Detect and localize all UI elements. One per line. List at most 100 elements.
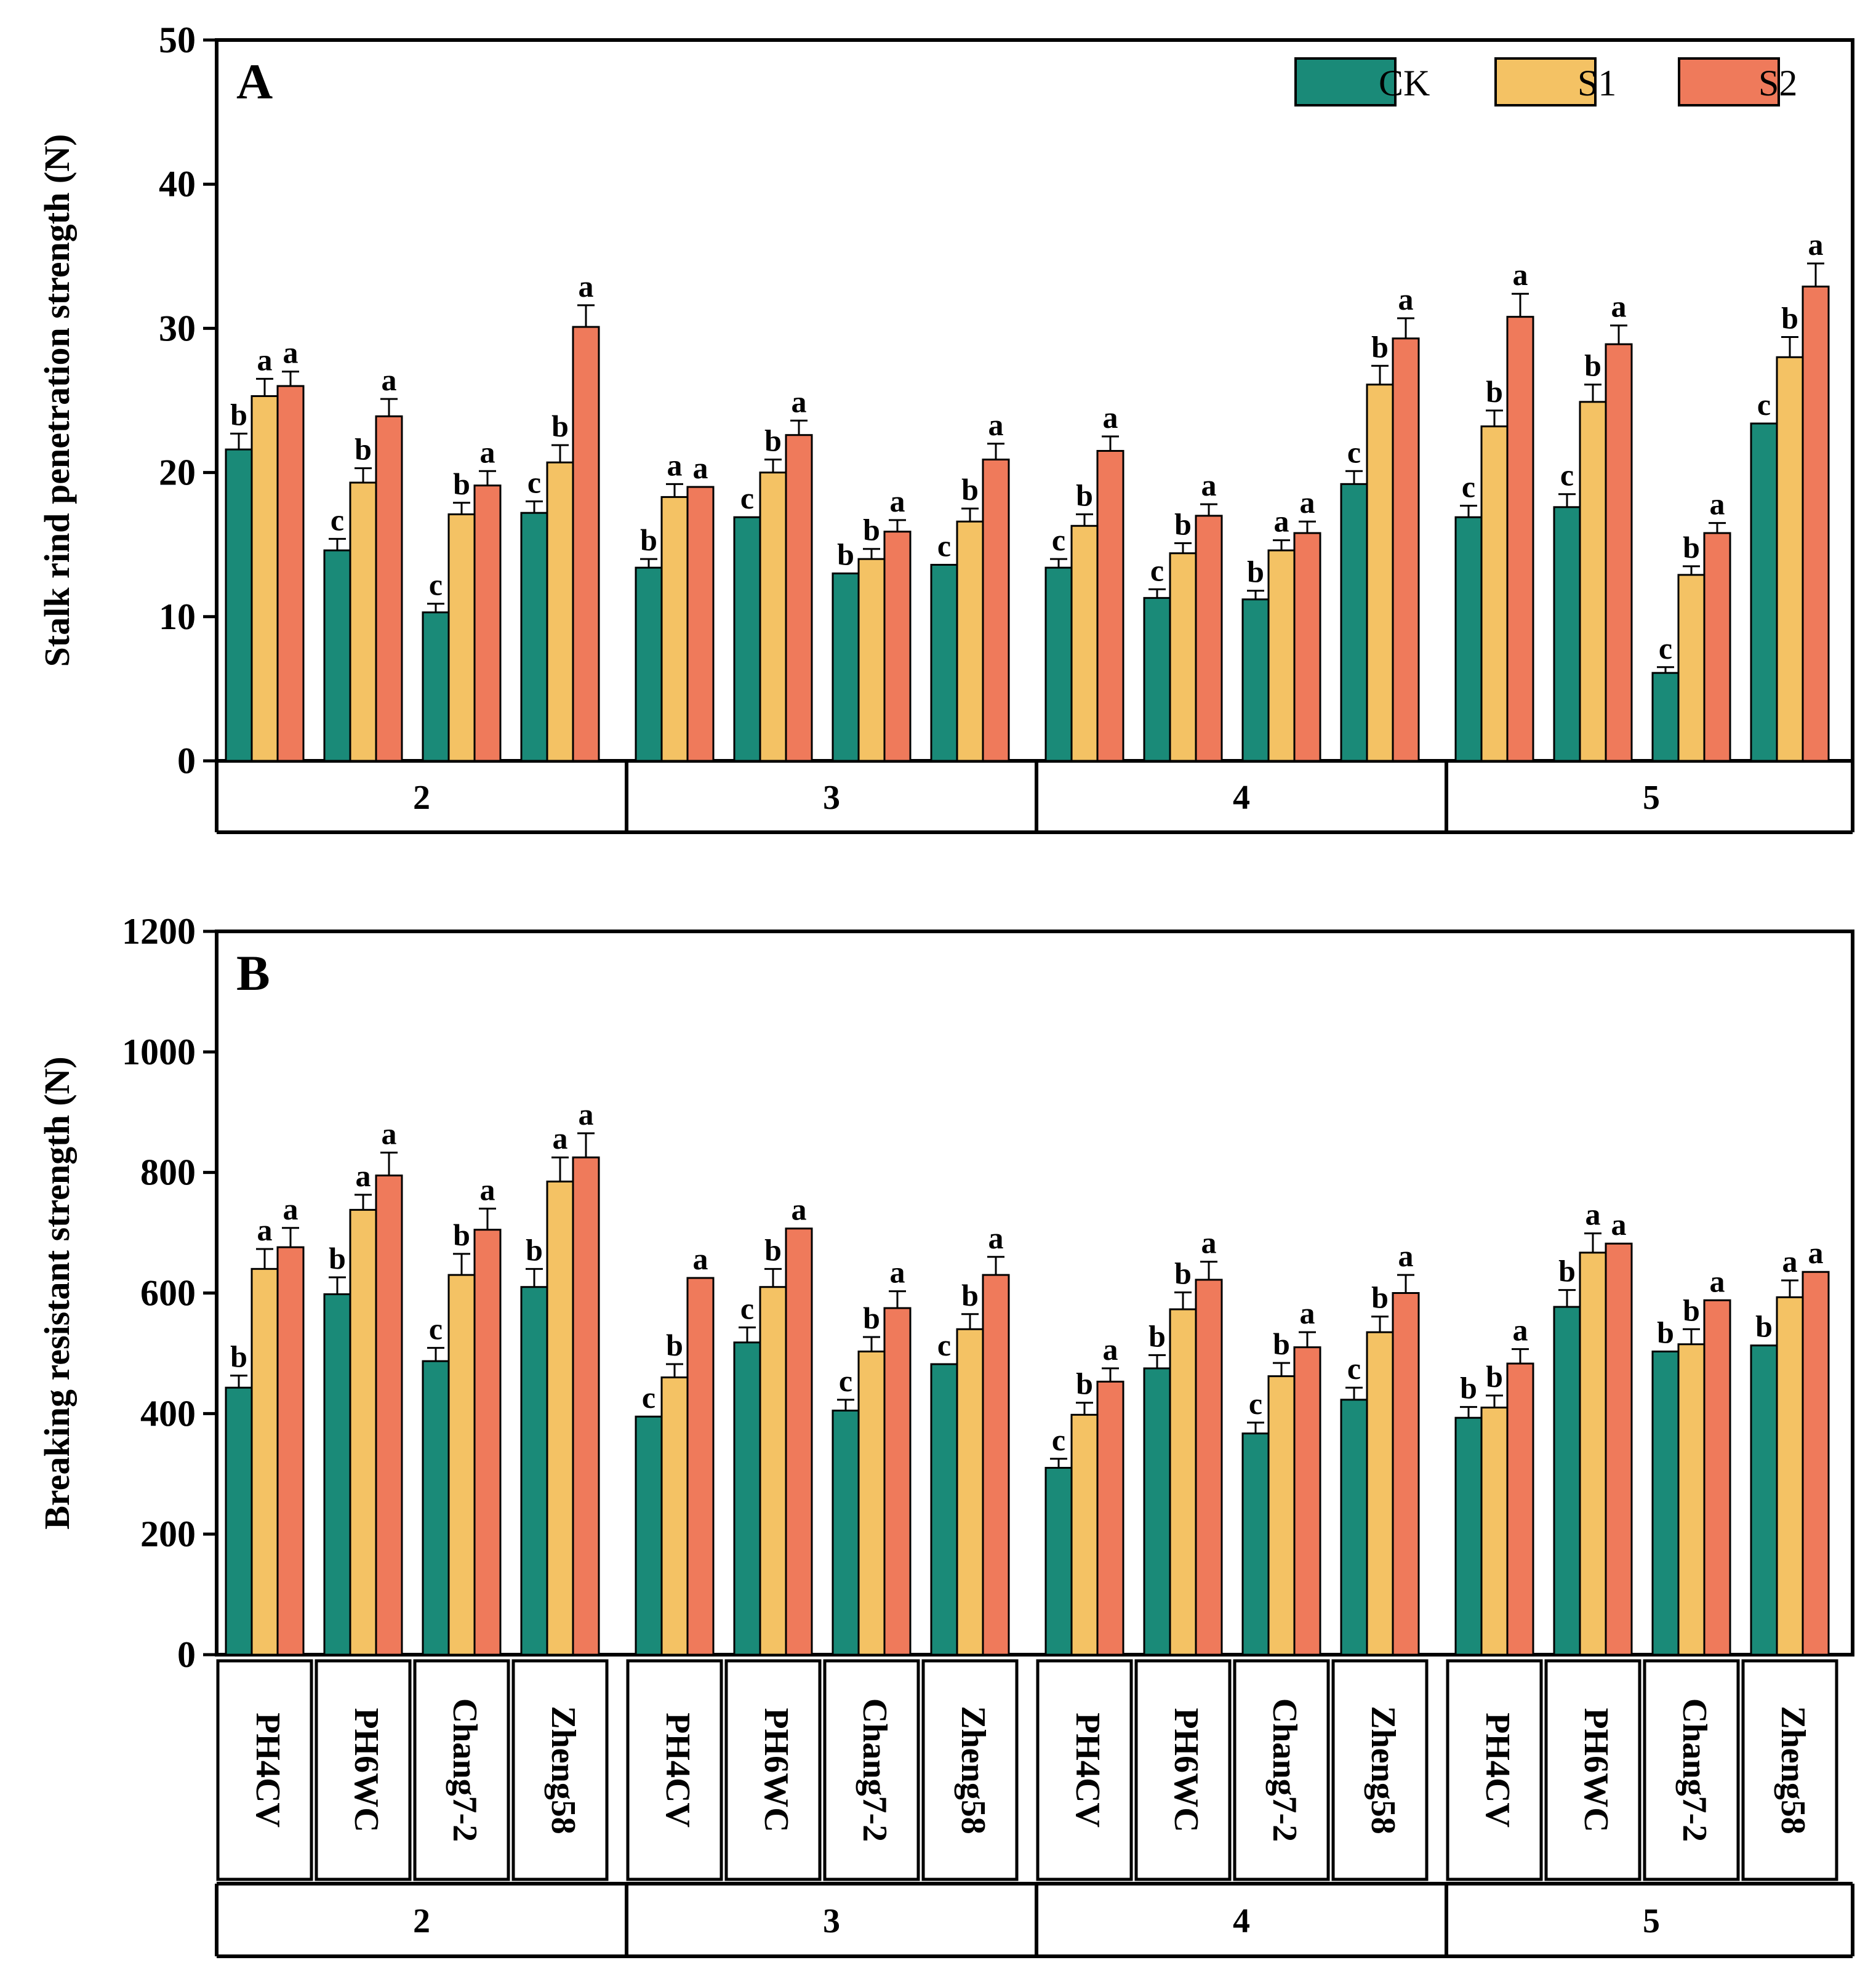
significance-letter: a [1398,282,1414,316]
significance-letter: a [1513,1313,1528,1347]
significance-letter: b [1683,1293,1700,1327]
bar-ck [1651,1350,1680,1656]
bar-ck [422,611,450,762]
bar-ck [323,1293,351,1656]
cultivar-box [1134,1659,1232,1881]
bar-ck [733,1341,761,1656]
bar-s2 [1096,1380,1124,1656]
bar-ck [1044,566,1073,762]
significance-letter: c [1052,523,1065,557]
bar-ck [1750,422,1778,762]
bar-s2 [1605,343,1633,762]
bar-s2 [1802,1271,1830,1656]
bar-ck [422,1360,450,1656]
significance-letter: c [331,502,344,537]
significance-letter: a [1201,1226,1217,1260]
bar-s2 [982,459,1010,762]
bar-s2 [1506,316,1534,762]
significance-letter: a [1585,1197,1601,1232]
cultivar-label: PH6WC [757,1708,795,1832]
bar-s1 [1480,425,1509,762]
y-tick-label: 400 [140,1393,196,1434]
cultivar-label: PH6WC [1577,1708,1615,1832]
significance-letter: a [890,1255,905,1290]
bar-s2 [1195,1279,1223,1656]
cultivar-box [1741,1659,1838,1881]
significance-letter: b [1174,1256,1192,1291]
cultivar-label: Zheng58 [1774,1706,1812,1834]
significance-letter: b [640,523,657,557]
bar-s1 [1070,524,1099,762]
bar-s2 [686,486,715,762]
significance-letter: a [988,1221,1004,1255]
bar-s2 [1195,515,1223,762]
significance-letter: b [1558,1254,1576,1288]
bar-s2 [1096,449,1124,762]
bar-s1 [1267,549,1296,762]
cultivar-box [315,1659,412,1881]
significance-letter: a [1808,227,1824,262]
bar-s2 [473,1229,502,1656]
significance-letter: b [551,409,569,443]
significance-letter: c [1150,553,1164,587]
significance-letter: b [837,537,854,572]
significance-letter: a [1611,289,1627,324]
cultivar-box [1233,1659,1330,1881]
significance-letter: c [937,528,951,563]
cultivar-label: Zheng58 [544,1706,582,1834]
significance-letter: b [1076,1367,1093,1401]
bar-ck [930,1363,958,1656]
significance-letter: b [1174,507,1192,541]
bar-ck [225,448,253,762]
bar-s1 [1070,1413,1099,1656]
bar-s1 [447,513,476,762]
significance-letter: a [1513,257,1528,292]
significance-letter: b [453,467,470,501]
significance-letter: a [382,1116,397,1151]
y-axis-label: Breaking resistant strength (N) [37,1056,77,1530]
bar-s1 [1169,552,1197,762]
significance-letter: b [1148,1319,1166,1353]
cultivar-box [823,1659,920,1881]
significance-letter: c [642,1380,655,1415]
bar-s2 [1703,1299,1731,1656]
significance-letter: a [257,342,273,377]
bar-s2 [375,415,403,762]
bar-s1 [349,481,377,762]
bar-s1 [1480,1407,1509,1656]
significance-letter: a [693,1242,708,1276]
cultivar-box [1643,1659,1740,1881]
bar-ck [1044,1466,1073,1656]
significance-letter: c [740,481,754,515]
significance-letter: a [1611,1207,1627,1242]
bar-s2 [1703,532,1731,762]
bar-s1 [956,1328,984,1656]
significance-letter: a [890,484,905,518]
significance-letter: c [527,465,541,499]
bar-s2 [1506,1362,1534,1656]
significance-letter: c [1347,435,1361,469]
bar-ck [1651,672,1680,762]
significance-letter: a [480,1172,495,1207]
bar-ck [225,1386,253,1656]
significance-letter: a [1300,485,1315,520]
significance-letter: b [863,513,880,547]
significance-letter: b [764,1232,782,1267]
legend-label-s1: S1 [1577,63,1616,103]
bar-ck [1143,1367,1171,1656]
significance-letter: b [1460,1371,1477,1405]
significance-letter: c [937,1328,951,1362]
bar-ck [930,563,958,762]
bar-s1 [251,1267,279,1656]
y-tick-label: 50 [159,20,196,60]
bar-s1 [349,1208,377,1656]
y-tick-label: 0 [177,741,196,781]
bar-ck [1454,1416,1483,1656]
significance-letter: a [667,448,683,482]
bar-s1 [759,1286,787,1656]
bar-s2 [883,531,912,762]
cultivar-label: Zheng58 [1364,1706,1402,1834]
group-label: 2 [413,1902,430,1940]
significance-letter: a [1710,487,1725,521]
bar-s1 [956,520,984,762]
